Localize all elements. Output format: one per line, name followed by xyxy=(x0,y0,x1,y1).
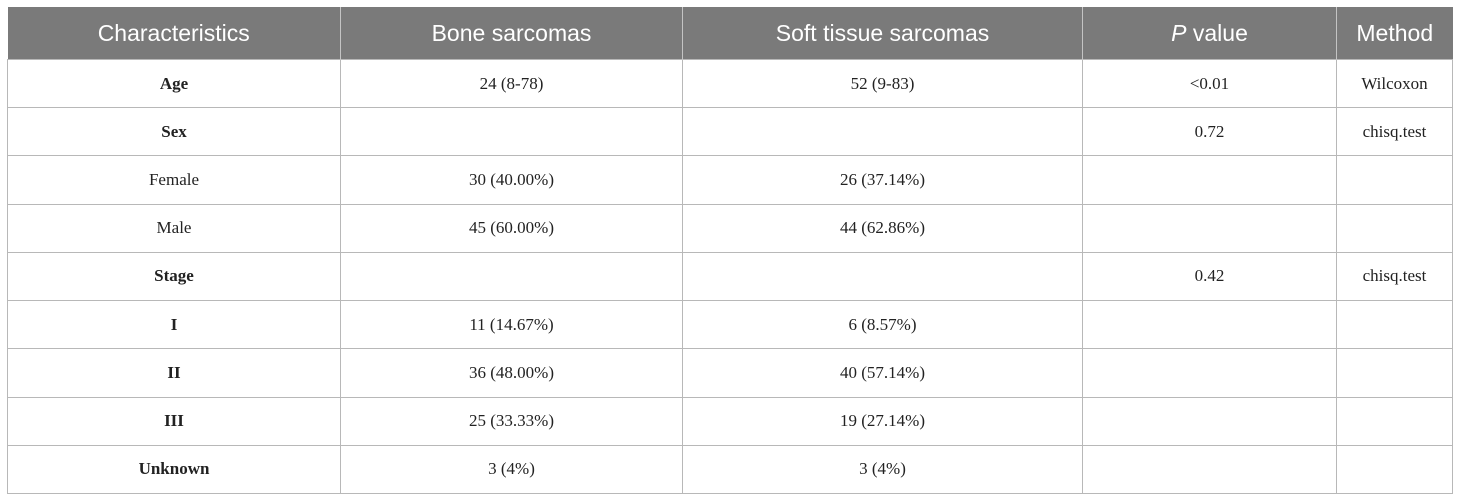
cell-soft-tissue-sarcomas: 52 (9-83) xyxy=(682,58,1083,109)
table-body: Age 24 (8-78) 52 (9-83) <0.01 Wilcoxon Sex 0.7… xyxy=(7,58,1453,495)
cell-p-value: 0.42 xyxy=(1082,251,1337,302)
cell-p-value: 0.72 xyxy=(1082,107,1337,157)
header-row: Characteristics Bone sarcomas Soft tissu… xyxy=(7,7,1453,60)
table-row: II 36 (48.00%) 40 (57.14%) xyxy=(7,348,1453,398)
table-row: Male 45 (60.00%) 44 (62.86%) xyxy=(7,203,1453,253)
table-row: Age 24 (8-78) 52 (9-83) <0.01 Wilcoxon xyxy=(7,58,1453,109)
table-header: Characteristics Bone sarcomas Soft tissu… xyxy=(7,7,1453,60)
header-bone-sarcomas: Bone sarcomas xyxy=(340,7,683,60)
cell-soft-tissue-sarcomas xyxy=(682,251,1083,302)
header-method: Method xyxy=(1336,7,1453,60)
cell-characteristic: Stage xyxy=(7,251,341,302)
cell-soft-tissue-sarcomas: 6 (8.57%) xyxy=(682,300,1083,350)
cell-method xyxy=(1336,396,1453,446)
cell-bone-sarcomas: 25 (33.33%) xyxy=(340,396,683,446)
header-soft-tissue-sarcomas: Soft tissue sarcomas xyxy=(682,7,1083,60)
cell-method xyxy=(1336,444,1453,495)
cell-soft-tissue-sarcomas: 26 (37.14%) xyxy=(682,155,1083,205)
table-row: Sex 0.72 chisq.test xyxy=(7,107,1453,157)
table-row: III 25 (33.33%) 19 (27.14%) xyxy=(7,396,1453,446)
cell-characteristic: Age xyxy=(7,58,341,109)
cell-characteristic: Unknown xyxy=(7,444,341,495)
cell-p-value xyxy=(1082,203,1337,253)
cell-characteristic: Male xyxy=(7,203,341,253)
cell-method: chisq.test xyxy=(1336,251,1453,302)
cell-characteristic: II xyxy=(7,348,341,398)
cell-method xyxy=(1336,348,1453,398)
cell-characteristic: III xyxy=(7,396,341,446)
header-p-rest: value xyxy=(1186,19,1248,46)
cell-soft-tissue-sarcomas: 40 (57.14%) xyxy=(682,348,1083,398)
cell-bone-sarcomas xyxy=(340,107,683,157)
cell-bone-sarcomas: 24 (8-78) xyxy=(340,58,683,109)
cell-bone-sarcomas: 3 (4%) xyxy=(340,444,683,495)
cell-p-value: <0.01 xyxy=(1082,58,1337,109)
cell-p-value xyxy=(1082,348,1337,398)
header-p-italic: P xyxy=(1171,19,1187,46)
cell-bone-sarcomas xyxy=(340,251,683,302)
table-row: Female 30 (40.00%) 26 (37.14%) xyxy=(7,155,1453,205)
cell-p-value xyxy=(1082,300,1337,350)
cell-bone-sarcomas: 36 (48.00%) xyxy=(340,348,683,398)
cell-soft-tissue-sarcomas xyxy=(682,107,1083,157)
header-p-value: P value xyxy=(1082,7,1337,60)
cell-method: chisq.test xyxy=(1336,107,1453,157)
cell-p-value xyxy=(1082,155,1337,205)
cell-method xyxy=(1336,155,1453,205)
cell-method xyxy=(1336,300,1453,350)
cell-characteristic: Female xyxy=(7,155,341,205)
cell-method: Wilcoxon xyxy=(1336,58,1453,109)
cell-bone-sarcomas: 30 (40.00%) xyxy=(340,155,683,205)
characteristics-table: Characteristics Bone sarcomas Soft tissu… xyxy=(7,7,1453,495)
cell-characteristic: Sex xyxy=(7,107,341,157)
cell-p-value xyxy=(1082,444,1337,495)
table-row: I 11 (14.67%) 6 (8.57%) xyxy=(7,300,1453,350)
cell-soft-tissue-sarcomas: 3 (4%) xyxy=(682,444,1083,495)
table-row: Stage 0.42 chisq.test xyxy=(7,251,1453,302)
cell-soft-tissue-sarcomas: 44 (62.86%) xyxy=(682,203,1083,253)
cell-soft-tissue-sarcomas: 19 (27.14%) xyxy=(682,396,1083,446)
cell-bone-sarcomas: 11 (14.67%) xyxy=(340,300,683,350)
table-row: Unknown 3 (4%) 3 (4%) xyxy=(7,444,1453,495)
cell-characteristic: I xyxy=(7,300,341,350)
cell-method xyxy=(1336,203,1453,253)
cell-p-value xyxy=(1082,396,1337,446)
header-characteristics: Characteristics xyxy=(7,7,341,60)
cell-bone-sarcomas: 45 (60.00%) xyxy=(340,203,683,253)
